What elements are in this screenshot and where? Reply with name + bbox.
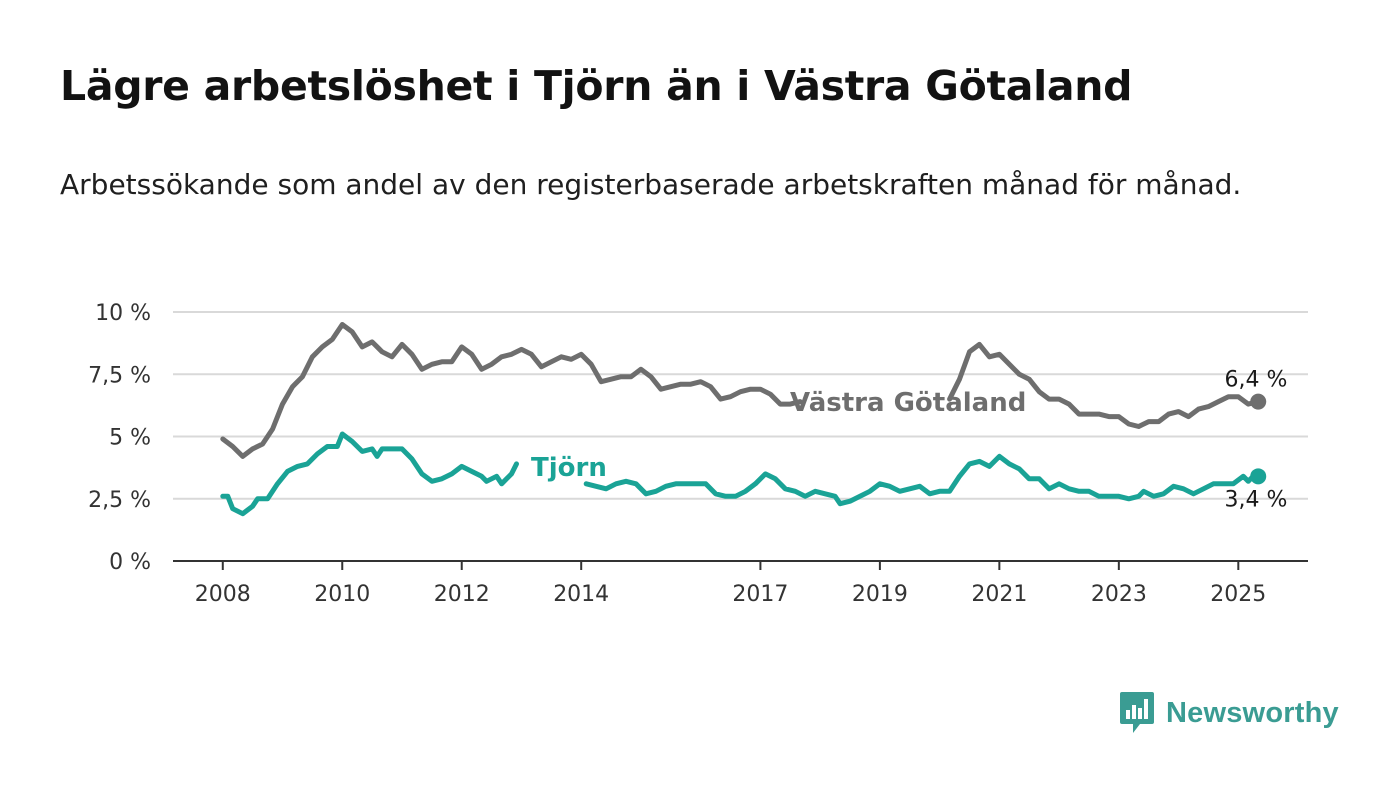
x-tick-label: 2023 [1091, 582, 1147, 607]
x-tick-label: 2017 [732, 582, 788, 607]
axis-layer: 0 % 2,5 % 5 % 7,5 % 10 % 2008 2010 2012 2014 2017… [88, 301, 1308, 607]
series-layer [220, 322, 1267, 517]
end-point-tjorn [1250, 468, 1267, 485]
series-line-tjorn-segment-1 [220, 431, 519, 517]
end-value-label-tjorn: 3,4 % [1225, 487, 1288, 512]
newsworthy-logo-icon [1120, 692, 1154, 733]
brand-logo: Newsworthy [1118, 690, 1339, 736]
y-tick-label: 10 % [95, 301, 151, 326]
x-tick-label: 2021 [971, 582, 1027, 607]
x-tick-label: 2014 [553, 582, 609, 607]
page-title: Lägre arbetslöshet i Tjörn än i Västra G… [60, 62, 1133, 110]
x-tick-label: 2010 [314, 582, 370, 607]
y-tick-label: 7,5 % [88, 363, 151, 388]
y-tick-label: 0 % [109, 550, 151, 575]
grid-layer [173, 311, 1308, 500]
end-value-label-vastra-gotaland: 6,4 % [1225, 368, 1288, 393]
x-tick-label: 2008 [195, 582, 251, 607]
x-tick-label: 2019 [852, 582, 908, 607]
y-tick-label: 5 % [109, 426, 151, 451]
series-line-tjorn-segment-2 [583, 453, 1261, 507]
series-line-vastra-gotaland-segment-1 [220, 322, 803, 459]
label-layer: Västra Götaland Tjörn 6,4 % 3,4 % [531, 368, 1287, 513]
y-tick-label: 2,5 % [88, 488, 151, 513]
x-tick-label: 2025 [1210, 582, 1266, 607]
page-subtitle: Arbetssökande som andel av den registerb… [60, 168, 1242, 201]
series-label-vastra-gotaland: Västra Götaland [790, 388, 1026, 418]
series-line-vastra-gotaland-segment-2 [947, 341, 1261, 429]
x-tick-label: 2012 [434, 582, 490, 607]
brand-name: Newsworthy [1166, 696, 1339, 729]
end-point-vastra-gotaland [1250, 393, 1267, 410]
series-label-tjorn: Tjörn [531, 453, 607, 483]
